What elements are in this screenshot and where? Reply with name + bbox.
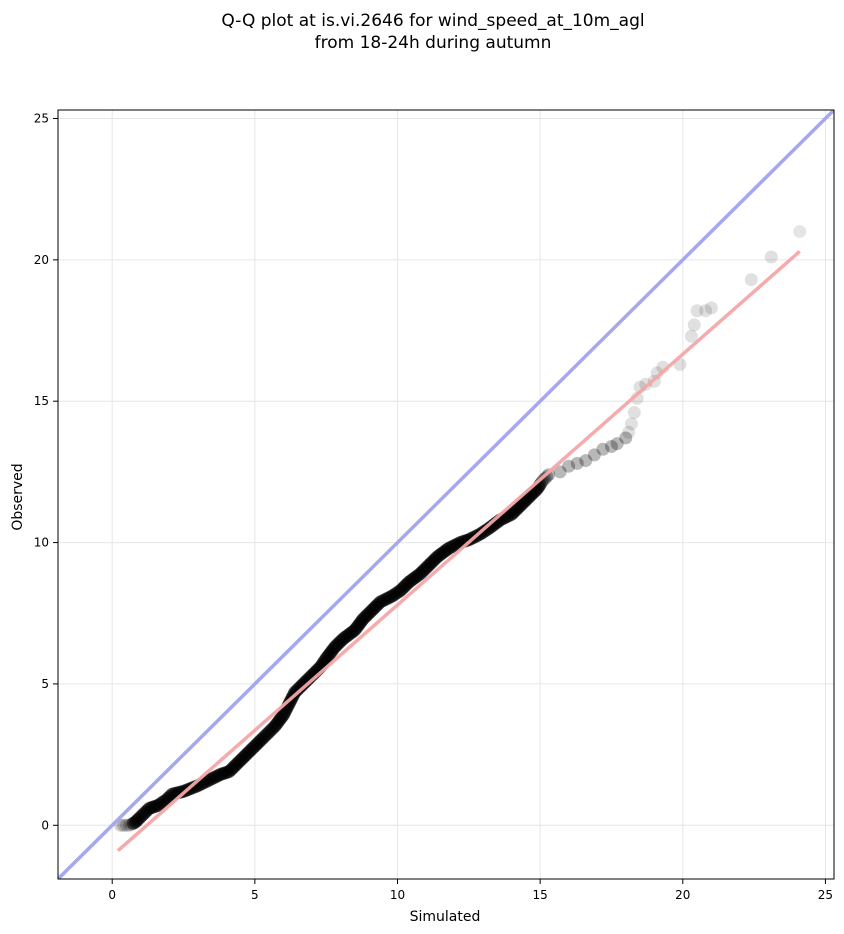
y-tick-label: 0 [41, 818, 49, 832]
data-point [684, 329, 698, 343]
data-point [596, 442, 610, 456]
data-point [627, 406, 641, 420]
data-point [624, 417, 638, 431]
data-point [699, 304, 713, 318]
x-tick-label: 25 [818, 888, 833, 902]
x-tick-label: 20 [675, 888, 690, 902]
data-point [690, 304, 704, 318]
data-point [570, 456, 584, 470]
data-point [604, 439, 618, 453]
x-axis-ticks: 0 5 10 15 20 25 [108, 879, 833, 902]
data-point [579, 454, 593, 468]
y-tick-label: 20 [34, 253, 49, 267]
x-tick-label: 5 [251, 888, 259, 902]
x-tick-label: 10 [390, 888, 405, 902]
identity-line [58, 110, 834, 879]
data-point [553, 465, 567, 479]
data-point [622, 425, 636, 439]
x-tick-label: 15 [533, 888, 548, 902]
scatter-points [114, 225, 807, 832]
y-tick-label: 15 [34, 394, 49, 408]
data-point [587, 448, 601, 462]
data-point [540, 470, 554, 484]
x-axis-label: Simulated [410, 909, 481, 925]
data-point [764, 250, 778, 264]
data-point [610, 437, 624, 451]
data-point [744, 273, 758, 287]
data-point [619, 431, 633, 445]
y-axis-ticks: 0 5 10 15 20 25 [34, 111, 58, 832]
reference-lines [58, 110, 834, 879]
data-point [704, 301, 718, 315]
y-tick-label: 25 [34, 111, 49, 125]
chart-title-line-2: from 18-24h during autumn [315, 33, 552, 53]
plot-frame [57, 109, 835, 880]
y-axis-label: Observed [10, 463, 26, 530]
fit-line [116, 250, 801, 853]
data-point [538, 471, 552, 485]
data-point [687, 318, 701, 332]
data-point [562, 459, 576, 473]
data-point [793, 225, 807, 239]
data-point [536, 473, 550, 487]
y-tick-label: 10 [34, 536, 49, 550]
y-tick-label: 5 [41, 677, 49, 691]
chart-title-line-1: Q-Q plot at is.vi.2646 for wind_speed_at… [221, 11, 644, 31]
x-tick-label: 0 [108, 888, 116, 902]
